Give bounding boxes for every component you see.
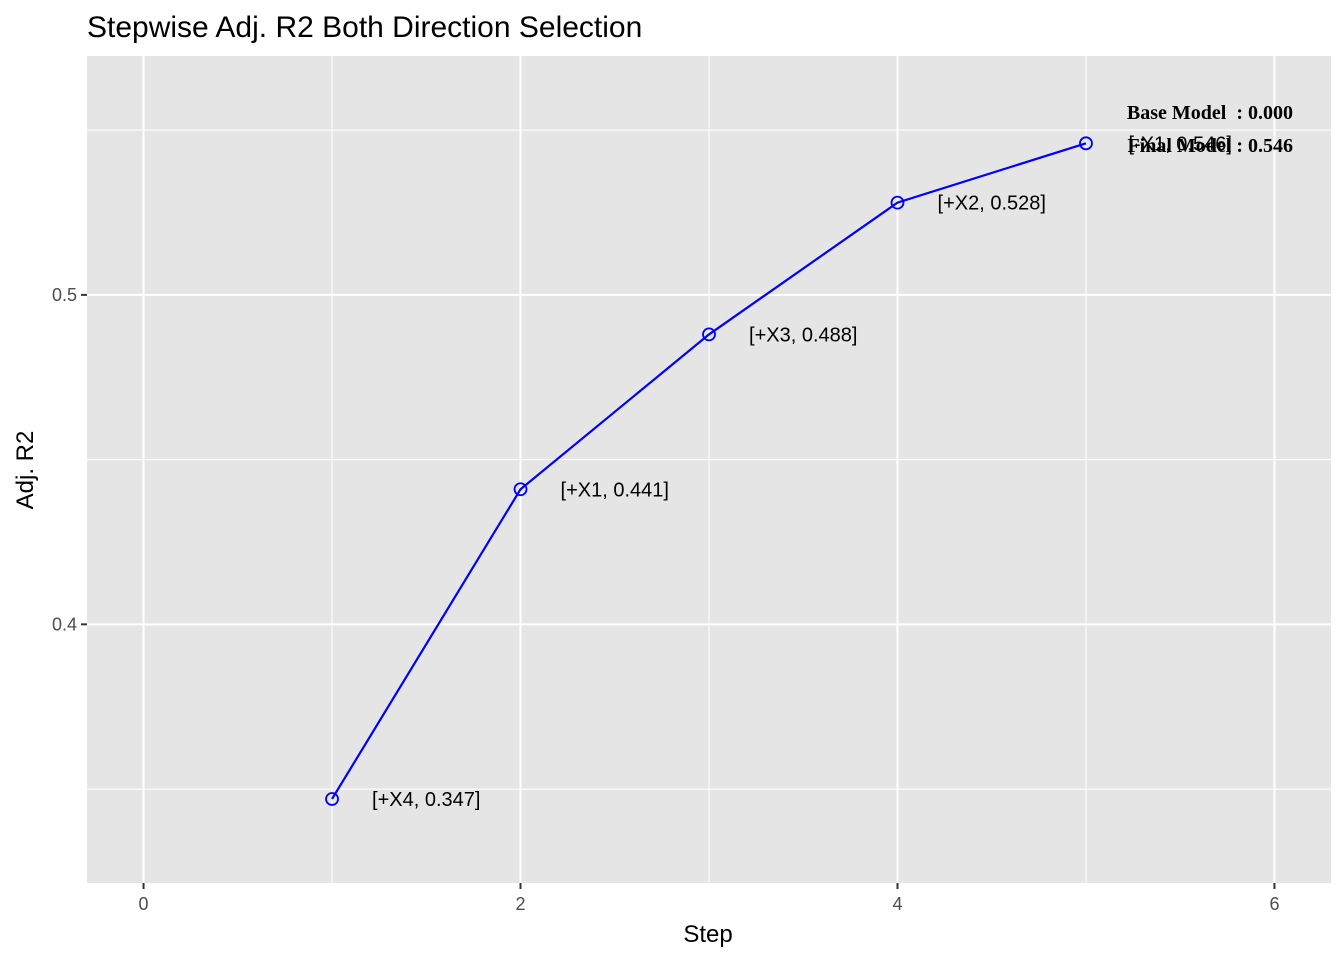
- data-point: [702, 327, 716, 342]
- model-annotation: Base Model : 0.000: [1127, 102, 1293, 124]
- x-tick-label: 6: [1269, 894, 1279, 914]
- data-point: [1079, 136, 1093, 151]
- x-tick-label: 0: [139, 894, 149, 914]
- data-point: [325, 792, 339, 806]
- data-point: [890, 195, 905, 210]
- minor-grid: [87, 56, 1331, 883]
- series-line: [331, 142, 1087, 800]
- point-labels: [+X4, 0.347] [+X1, 0.441] [+X3, 0.488] [+X2…: [372, 133, 1232, 811]
- chart-title: Stepwise Adj. R2 Both Direction Selectio…: [87, 11, 642, 44]
- x-axis-title: Step: [683, 921, 732, 948]
- data-point: [513, 482, 528, 497]
- x-tick-label: 2: [516, 894, 526, 914]
- y-tick-label: 0.4: [52, 614, 77, 634]
- axis-ticks: 0 2 4 6 0.4 0.5: [52, 285, 1279, 914]
- data-label: [-X1, 0.546]: [1129, 133, 1232, 155]
- major-grid: [87, 56, 1331, 883]
- data-label: [+X4, 0.347]: [372, 789, 480, 811]
- data-label: [+X2, 0.528]: [938, 193, 1046, 215]
- y-axis-title: Adj. R2: [12, 431, 39, 510]
- series-line-group: [331, 142, 1087, 800]
- data-points: [325, 136, 1093, 806]
- model-annotation: Final Model : 0.546: [1127, 135, 1293, 157]
- data-label: [+X3, 0.488]: [749, 324, 857, 346]
- data-label: [+X1, 0.441]: [561, 479, 669, 501]
- x-tick-label: 4: [892, 894, 902, 914]
- model-annotations: Base Model : 0.000 Final Model : 0.546: [1127, 102, 1293, 157]
- y-tick-label: 0.5: [52, 285, 77, 305]
